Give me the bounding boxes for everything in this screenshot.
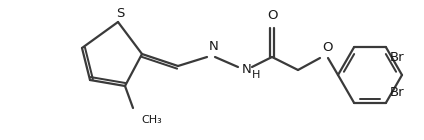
- Text: S: S: [116, 7, 124, 20]
- Text: H: H: [252, 70, 260, 80]
- Text: N: N: [242, 62, 252, 75]
- Text: N: N: [209, 40, 219, 53]
- Text: O: O: [322, 41, 332, 54]
- Text: O: O: [267, 9, 277, 22]
- Text: Br: Br: [390, 51, 404, 64]
- Text: Br: Br: [390, 86, 404, 99]
- Text: CH₃: CH₃: [141, 115, 162, 125]
